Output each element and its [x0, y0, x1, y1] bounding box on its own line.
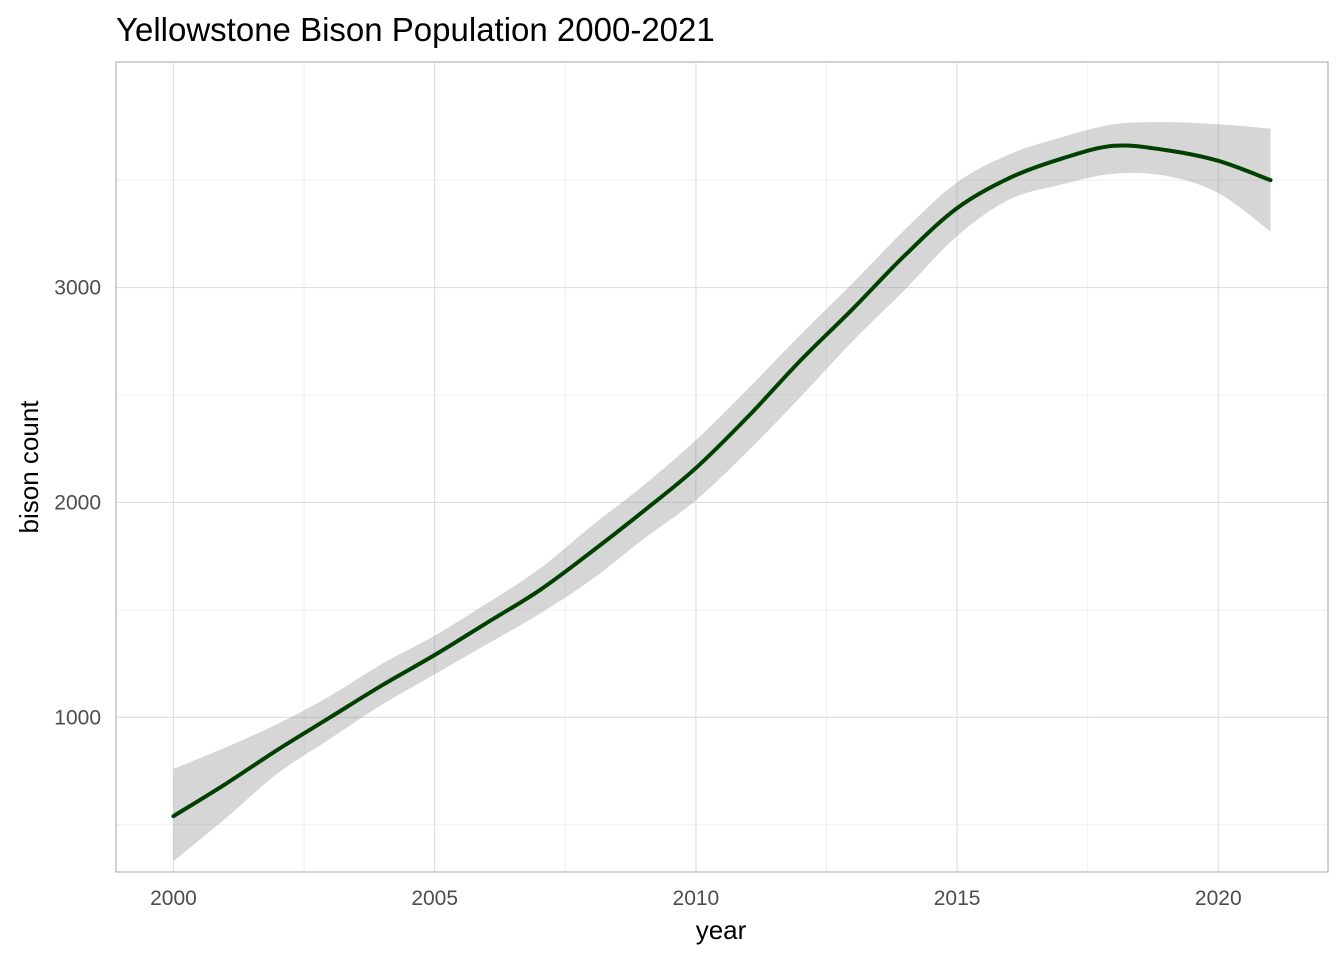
y-tick-label: 1000: [54, 706, 101, 729]
y-tick-label: 2000: [54, 491, 101, 514]
trend-line-layer: [171, 143, 1273, 819]
chart-title: Yellowstone Bison Population 2000-2021: [116, 11, 715, 48]
confidence-band: [173, 122, 1271, 862]
x-tick-label: 2020: [1195, 887, 1242, 910]
grid: [116, 62, 1328, 872]
confidence-band-layer: [173, 122, 1271, 862]
x-tick-label: 2000: [150, 887, 197, 910]
trend-line: [171, 143, 1273, 819]
x-tick-label: 2010: [673, 887, 720, 910]
x-tick-label: 2005: [411, 887, 458, 910]
x-axis-ticks: 2000 2005 2010 2015 2020: [150, 887, 1242, 910]
x-tick-label: 2015: [934, 887, 981, 910]
x-axis-title: year: [696, 915, 747, 945]
y-axis-title: bison count: [14, 400, 44, 534]
y-axis-ticks: 1000 2000 3000: [54, 277, 101, 730]
plot-panel-border: [115, 61, 1329, 873]
y-tick-label: 3000: [54, 277, 101, 300]
